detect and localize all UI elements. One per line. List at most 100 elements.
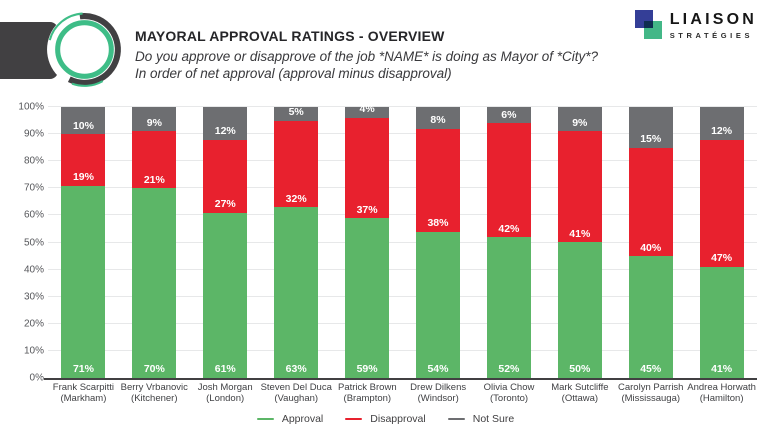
y-tick-label: 0%	[29, 372, 44, 384]
city-name: (Windsor)	[417, 393, 459, 404]
bar-segment-approval: 63%	[274, 207, 319, 378]
bar-segment-disapproval: 21%	[132, 131, 177, 189]
segment-value-label: 19%	[72, 171, 94, 184]
city-name: (Kitchener)	[131, 393, 178, 404]
bar-segment-not-sure: 10%	[61, 107, 106, 135]
liaison-logo: LIAISON STRATÉGIES	[634, 9, 757, 40]
legend-swatch-icon	[256, 417, 274, 421]
bars: 10% 19% 71% 9% 21% 70% 12% 27% 61% 5% 32% 63% 4% 37% 5…	[48, 104, 757, 378]
mayor-name: Drew Dilkens	[410, 382, 467, 393]
segment-value-label: 54%	[427, 363, 449, 376]
city-name: (Ottawa)	[561, 393, 599, 404]
liaison-roundel-icon	[47, 12, 122, 87]
category-label: Carolyn Parrish (Mississauga)	[615, 382, 686, 404]
segment-value-label: 8%	[430, 114, 446, 127]
legend-swatch-icon	[447, 417, 465, 421]
city-name: (Toronto)	[490, 393, 529, 404]
bar-segment-approval: 41%	[699, 266, 744, 378]
stacked-bar: 8% 38% 54%	[415, 107, 460, 378]
y-tick-label: 70%	[23, 182, 44, 194]
gridline	[48, 322, 757, 324]
segment-value-label: 9%	[572, 116, 588, 129]
segment-value-label: 52%	[498, 363, 520, 376]
liaison-squares-icon	[634, 9, 663, 39]
segment-value-label: 45%	[640, 363, 662, 376]
category-label: Berry Vrbanovic (Kitchener)	[119, 382, 190, 404]
category-label: Frank Scarpitti (Markham)	[48, 382, 119, 404]
bar-segment-approval: 70%	[132, 188, 177, 378]
gridline	[48, 160, 757, 162]
y-tick-label: 40%	[23, 264, 44, 276]
gridline	[48, 295, 757, 297]
segment-value-label: 50%	[569, 363, 591, 376]
mayor-name: Mark Sutcliffe	[551, 382, 609, 393]
bar-segment-not-sure: 5%	[274, 106, 319, 121]
gridline	[48, 241, 757, 243]
bar-slot: 12% 47% 41%	[686, 107, 757, 378]
segment-value-label: 38%	[427, 217, 449, 230]
stacked-bar: 9% 41% 50%	[557, 107, 602, 378]
brand-name: LIAISON	[669, 11, 757, 28]
legend-label: Approval	[281, 413, 324, 425]
bar-segment-not-sure: 6%	[486, 107, 531, 124]
x-axis-line	[44, 378, 757, 380]
bar-segment-not-sure: 12%	[699, 107, 744, 140]
legend-label: Disapproval	[370, 413, 426, 425]
y-tick-label: 10%	[23, 345, 44, 357]
segment-value-label: 41%	[569, 227, 591, 240]
gridline	[48, 214, 757, 216]
y-tick-label: 90%	[23, 128, 44, 140]
segment-value-label: 15%	[640, 133, 662, 146]
segment-value-label: 12%	[711, 125, 733, 138]
segment-value-label: 37%	[356, 203, 378, 216]
gridline	[48, 349, 757, 351]
bar-segment-disapproval: 19%	[61, 134, 106, 186]
mayor-name: Frank Scarpitti	[52, 382, 115, 393]
mayor-name: Andrea Horwath	[687, 382, 756, 393]
segment-value-label: 5%	[288, 106, 304, 119]
bar-segment-approval: 45%	[628, 256, 673, 378]
bar-segment-disapproval: 42%	[486, 123, 531, 238]
segment-value-label: 40%	[640, 241, 662, 254]
legend-swatch-icon	[345, 417, 363, 421]
bar-slot: 9% 21% 70%	[119, 107, 190, 378]
gridline	[48, 187, 757, 189]
bar-segment-approval: 50%	[557, 242, 602, 378]
mayor-name: Olivia Chow	[483, 382, 535, 393]
legend-item-approval: Approval	[256, 413, 324, 425]
bar-slot: 8% 38% 54%	[403, 107, 474, 378]
city-name: (London)	[206, 393, 245, 404]
stacked-bar: 12% 27% 61%	[203, 107, 248, 378]
stacked-bar: 6% 42% 52%	[486, 107, 531, 378]
stacked-bar: 15% 40% 45%	[628, 107, 673, 378]
y-tick-label: 80%	[23, 155, 44, 167]
bar-segment-approval: 71%	[61, 185, 106, 378]
segment-value-label: 42%	[498, 222, 520, 235]
bar-segment-disapproval: 37%	[345, 117, 390, 219]
category-label: Olivia Chow (Toronto)	[474, 382, 545, 404]
bar-segment-disapproval: 41%	[557, 131, 602, 243]
bar-segment-disapproval: 27%	[203, 139, 248, 213]
stacked-bar: 12% 47% 41%	[699, 107, 744, 378]
bar-segment-not-sure: 8%	[415, 107, 460, 129]
legend-label: Not Sure	[472, 413, 515, 425]
bar-segment-not-sure: 15%	[628, 107, 673, 148]
gridline	[48, 106, 757, 107]
segment-value-label: 21%	[143, 173, 165, 186]
legend-item-not-sure: Not Sure	[447, 413, 515, 425]
bar-segment-not-sure: 9%	[132, 107, 177, 132]
title-block: MAYORAL APPROVAL RATINGS - OVERVIEW Do y…	[135, 28, 655, 82]
x-axis-labels: Frank Scarpitti (Markham) Berry Vrbanovic(…	[48, 382, 757, 404]
bar-segment-disapproval: 32%	[274, 120, 319, 208]
y-tick-label: 50%	[23, 237, 44, 248]
bar-slot: 10% 19% 71%	[48, 107, 119, 378]
category-label: Andrea Horwath (Hamilton)	[686, 382, 757, 404]
bar-segment-not-sure: 9%	[557, 107, 602, 132]
segment-value-label: 63%	[285, 363, 307, 376]
bar-segment-approval: 59%	[345, 218, 390, 378]
y-tick-label: 100%	[18, 101, 44, 113]
y-axis: 0% 10% 20% 30% 40% 50% 60% 70% 80% 90% 100%	[0, 102, 44, 384]
chart-question: Do you approve or disapprove of the job …	[135, 49, 598, 64]
mayor-name: Patrick Brown	[338, 382, 397, 393]
segment-value-label: 10%	[72, 119, 94, 132]
